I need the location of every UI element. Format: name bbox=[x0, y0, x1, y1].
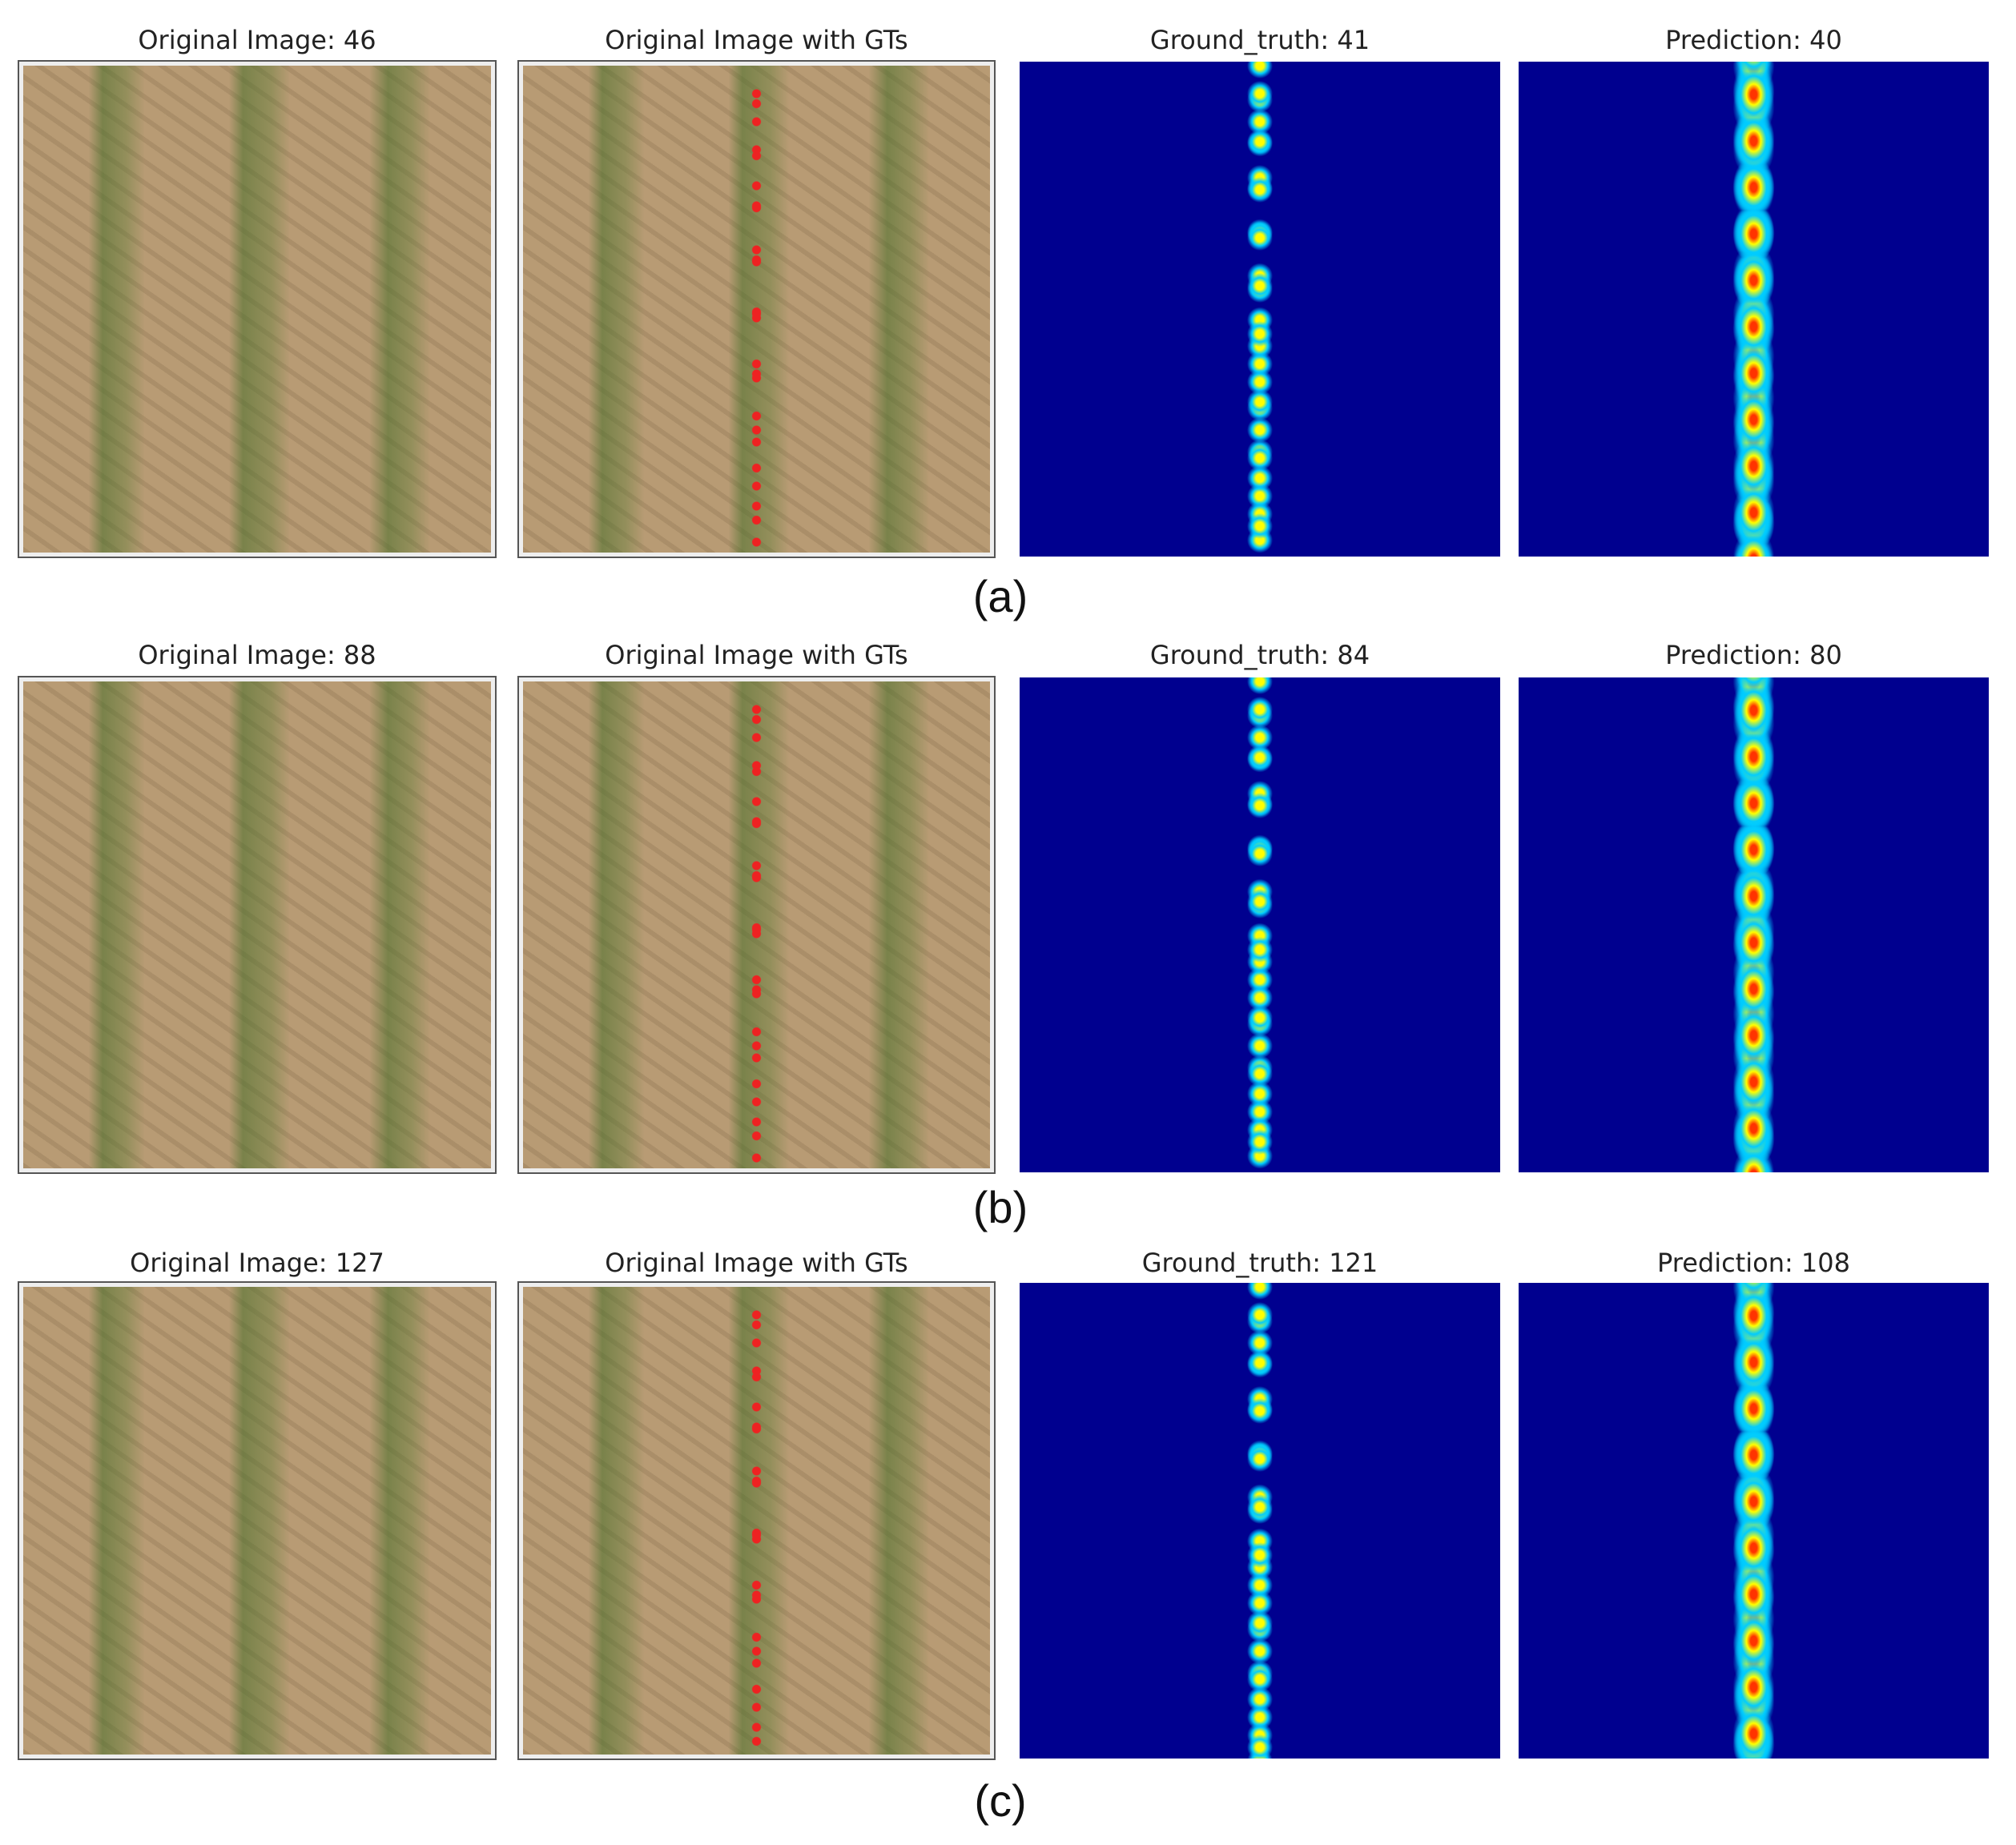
panel-title: Original Image: 88 bbox=[138, 640, 376, 670]
annotated-image bbox=[517, 676, 996, 1174]
row-label: (a) bbox=[972, 571, 1028, 621]
field-image bbox=[18, 676, 497, 1174]
panel-title: Prediction: 40 bbox=[1665, 25, 1842, 55]
panel-title: Ground_truth: 84 bbox=[1149, 640, 1370, 670]
ground-truth-map bbox=[1020, 677, 1500, 1172]
panel-title: Prediction: 80 bbox=[1665, 640, 1842, 670]
prediction-map bbox=[1519, 677, 1989, 1172]
row-label: (b) bbox=[972, 1182, 1028, 1232]
ground-truth-map bbox=[1020, 1283, 1500, 1759]
ground-truth-map bbox=[1020, 62, 1500, 557]
panel-title: Prediction: 108 bbox=[1657, 1248, 1850, 1278]
panel-title: Ground_truth: 121 bbox=[1141, 1248, 1378, 1278]
panel-title: Original Image: 127 bbox=[130, 1248, 384, 1278]
field-image bbox=[18, 1281, 497, 1760]
field-image bbox=[18, 60, 497, 558]
panel-title: Original Image: 46 bbox=[138, 25, 376, 55]
annotated-image bbox=[517, 60, 996, 558]
row-label: (c) bbox=[974, 1775, 1027, 1826]
panel-title: Ground_truth: 41 bbox=[1149, 25, 1370, 55]
annotated-image bbox=[517, 1281, 996, 1760]
panel-title: Original Image with GTs bbox=[605, 640, 908, 670]
prediction-map bbox=[1519, 1283, 1989, 1759]
panel-title: Original Image with GTs bbox=[605, 25, 908, 55]
prediction-map bbox=[1519, 62, 1989, 557]
panel-title: Original Image with GTs bbox=[605, 1248, 908, 1278]
